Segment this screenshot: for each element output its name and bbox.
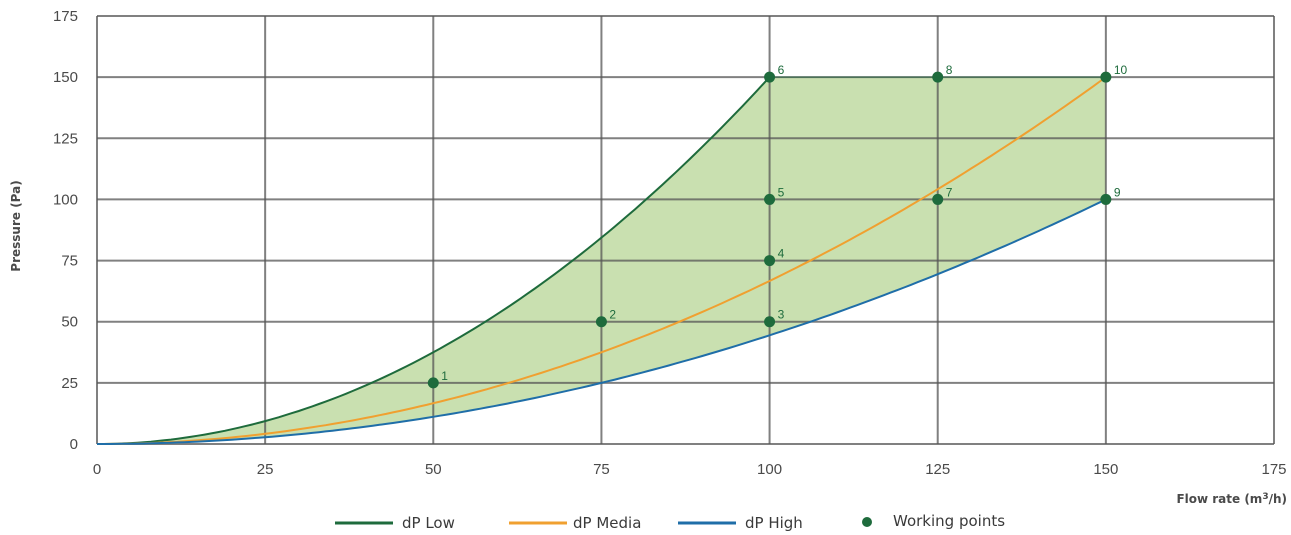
x-tick-label: 150 <box>1093 461 1118 478</box>
working-point-label-1: 1 <box>441 369 448 383</box>
y-tick-label: 125 <box>53 130 78 147</box>
working-point-label-6: 6 <box>778 63 785 77</box>
working-points: 1 2 3 4 5 6 7 8 9 10 <box>427 63 1128 389</box>
grid <box>96 15 1275 445</box>
working-point-7 <box>932 193 944 205</box>
x-tick-label: 100 <box>757 461 782 478</box>
x-axis-title: Flow rate (m3/h) <box>1176 492 1287 506</box>
working-point-3 <box>764 316 776 328</box>
working-point-label-5: 5 <box>778 185 785 199</box>
working-point-label-10: 10 <box>1114 63 1128 77</box>
x-tick-label: 75 <box>593 461 610 478</box>
working-point-label-8: 8 <box>946 63 953 77</box>
x-tick-label: 0 <box>93 461 101 478</box>
legend: dP Low dP Media dP High Working points <box>335 512 1005 532</box>
x-tick-label: 175 <box>1261 461 1286 478</box>
y-axis-title: Pressure (Pa) <box>9 180 23 271</box>
x-tick-label: 50 <box>425 461 442 478</box>
y-tick-label: 0 <box>70 436 78 453</box>
working-point-1 <box>427 377 439 389</box>
legend-label-dp-high: dP High <box>745 514 803 532</box>
working-point-label-3: 3 <box>778 308 785 322</box>
legend-swatch-working-points <box>862 517 872 527</box>
series-line-dp-high <box>97 198 1107 445</box>
series-line-dp-media <box>97 76 1107 445</box>
y-tick-label: 175 <box>53 8 78 25</box>
working-point-label-7: 7 <box>946 185 953 199</box>
working-point-6 <box>764 71 776 83</box>
working-point-10 <box>1100 71 1112 83</box>
working-point-4 <box>764 255 776 267</box>
y-tick-label: 50 <box>61 314 78 331</box>
y-tick-label: 75 <box>61 253 78 270</box>
working-point-label-4: 4 <box>778 247 785 261</box>
working-point-5 <box>764 193 776 205</box>
x-tick-label: 125 <box>925 461 950 478</box>
working-point-label-9: 9 <box>1114 185 1121 199</box>
legend-label-dp-low: dP Low <box>402 514 455 532</box>
working-point-2 <box>595 316 607 328</box>
series-line-dp-low <box>97 76 771 445</box>
legend-label-dp-media: dP Media <box>573 514 641 532</box>
working-point-label-2: 2 <box>609 308 616 322</box>
y-tick-label: 150 <box>53 69 78 86</box>
y-tick-label: 25 <box>61 375 78 392</box>
x-tick-label: 25 <box>257 461 274 478</box>
legend-label-working-points: Working points <box>893 512 1005 530</box>
y-tick-label: 100 <box>53 191 78 208</box>
working-point-9 <box>1100 193 1112 205</box>
working-point-8 <box>932 71 944 83</box>
